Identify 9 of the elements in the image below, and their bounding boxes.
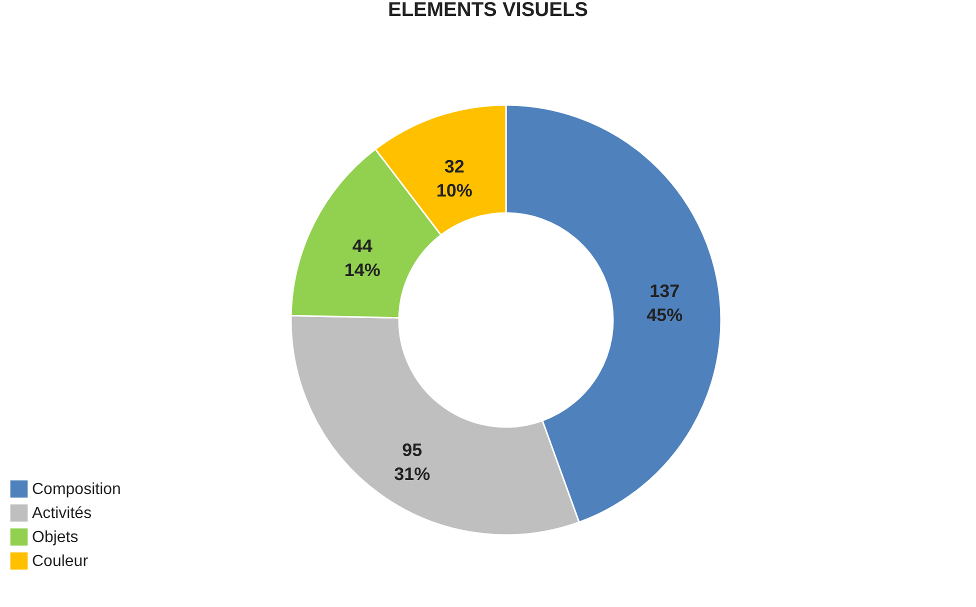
legend-label: Objets	[32, 529, 78, 546]
legend-label: Activités	[32, 505, 92, 522]
data-label: 32 10%	[436, 156, 472, 200]
data-label: 137 45%	[646, 281, 683, 326]
data-label: 44 14%	[344, 236, 380, 280]
chart-title: ELEMENTS VISUELS	[388, 0, 588, 21]
data-label: 95 31%	[394, 440, 430, 484]
legend-label: Composition	[32, 481, 121, 498]
legend-label: Couleur	[32, 553, 89, 570]
